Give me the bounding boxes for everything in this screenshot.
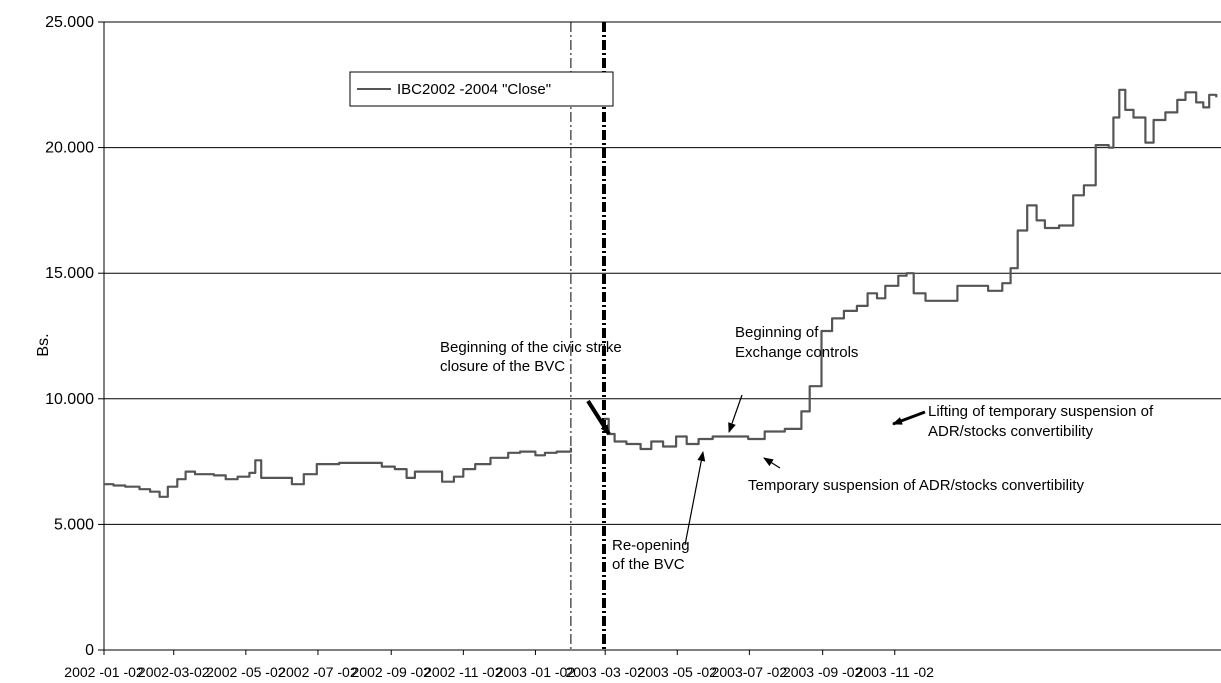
y-tick-label: 25.000 [45,14,94,31]
x-tick-label: 2003-07 -02 [712,664,788,680]
series-lines [104,88,1218,498]
annotation-civic-strike-arrow [586,399,611,436]
annotation-civic-strike-line1: Beginning of the civic strike [440,339,622,356]
x-tick-label: 2002 -11 -02 [424,664,503,680]
event-vertical-lines [570,22,606,650]
annotation-temporary-suspension: Temporary suspension of ADR/stocks conve… [748,457,1084,494]
legend-box [349,71,614,107]
annotation-exchange-controls-line1: Beginning of [735,324,819,341]
legend-entry: IBC2002 -2004 "Close" [397,81,551,98]
y-tick-label: 15.000 [45,265,94,282]
x-tick-label: 2002 -05 -02 [206,664,286,680]
x-tick-label: 2003 -09 -02 [783,664,863,680]
gridlines [98,21,1221,655]
x-tick-label: 2003 -03 -02 [565,664,645,680]
annotation-lifting-suspension: Lifting of temporary suspension of ADR/s… [892,403,1154,440]
x-tick-label: 2003 -11 -02 [856,664,935,680]
y-tick-label: 20.000 [45,140,94,157]
y-axis-label: Bs. [35,333,52,356]
x-tick-label: 2002 -09 -02 [352,664,432,680]
annotation-temporary-arrow [763,457,781,469]
annotation-exchange-controls-arrow [728,394,743,433]
annotation-lifting-arrow [892,410,926,426]
x-tick-label: 2003 -01 -02 [496,664,576,680]
legend: IBC2002 -2004 "Close" [349,71,614,107]
x-tick-label: 2002 -01 -02 [64,664,144,680]
annotation-reopening-line2: of the BVC [612,556,685,573]
annotation-civic-strike: Beginning of the civic strike closure of… [440,339,622,436]
annotation-exchange-controls-line2: Exchange controls [735,344,858,361]
y-tick-label: 10.000 [45,391,94,408]
annotation-temporary-line1: Temporary suspension of ADR/stocks conve… [748,477,1084,494]
y-tick-label: 5.000 [54,516,94,533]
annotation-reopening: Re-opening of the BVC [612,451,706,573]
annotation-lifting-line1: Lifting of temporary suspension of [928,403,1154,420]
x-tick-label: 2002 -07 -02 [278,664,358,680]
annotation-reopening-line1: Re-opening [612,537,690,554]
x-tick-label: 2002-03-02 [138,664,210,680]
x-tick-label: 2003 -05 -02 [638,664,718,680]
annotation-civic-strike-line2: closure of the BVC [440,358,565,375]
series-line-segment-2 [604,88,1218,451]
annotation-reopening-arrow [684,451,706,546]
y-tick-label: 0 [85,642,94,659]
annotation-exchange-controls: Beginning of Exchange controls [728,324,858,433]
annotation-lifting-line2: ADR/stocks convertibility [928,423,1094,440]
y-tick-labels: 0 5.000 10.000 15.000 20.000 25.000 [45,14,94,659]
series-line-segment-1 [104,447,572,498]
